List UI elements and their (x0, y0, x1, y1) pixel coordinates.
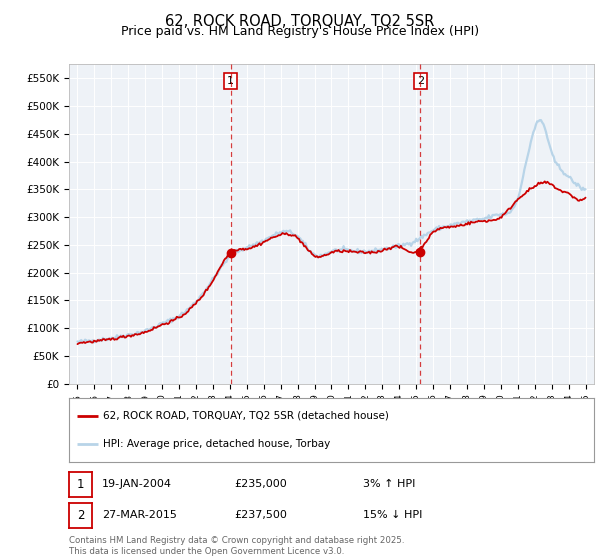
Text: £237,500: £237,500 (234, 510, 287, 520)
Text: £235,000: £235,000 (234, 479, 287, 489)
Text: Price paid vs. HM Land Registry's House Price Index (HPI): Price paid vs. HM Land Registry's House … (121, 25, 479, 38)
Text: 27-MAR-2015: 27-MAR-2015 (102, 510, 177, 520)
Text: 1: 1 (77, 478, 84, 491)
Text: 19-JAN-2004: 19-JAN-2004 (102, 479, 172, 489)
Text: 2: 2 (77, 508, 84, 522)
Text: 2: 2 (417, 76, 424, 86)
Text: 62, ROCK ROAD, TORQUAY, TQ2 5SR (detached house): 62, ROCK ROAD, TORQUAY, TQ2 5SR (detache… (103, 410, 389, 421)
Text: 3% ↑ HPI: 3% ↑ HPI (363, 479, 415, 489)
Text: 62, ROCK ROAD, TORQUAY, TQ2 5SR: 62, ROCK ROAD, TORQUAY, TQ2 5SR (166, 14, 434, 29)
Text: 1: 1 (227, 76, 234, 86)
Text: 15% ↓ HPI: 15% ↓ HPI (363, 510, 422, 520)
Text: HPI: Average price, detached house, Torbay: HPI: Average price, detached house, Torb… (103, 439, 331, 449)
Text: Contains HM Land Registry data © Crown copyright and database right 2025.
This d: Contains HM Land Registry data © Crown c… (69, 536, 404, 556)
